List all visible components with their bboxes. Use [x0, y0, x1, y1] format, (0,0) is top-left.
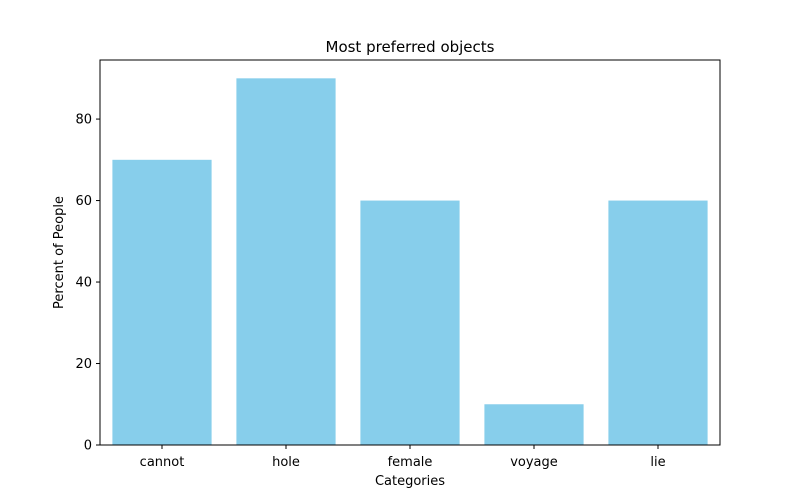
y-axis-label: Percent of People	[52, 196, 67, 309]
y-tick-label: 20	[75, 357, 92, 372]
bar-hole	[236, 78, 336, 445]
y-tick-label: 60	[75, 194, 92, 209]
x-tick-label: female	[388, 455, 433, 470]
x-tick-label: lie	[650, 455, 665, 470]
bar-lie	[608, 200, 708, 445]
y-tick-label: 80	[75, 113, 92, 128]
x-ticks-group: cannot hole female voyage lie	[140, 445, 666, 470]
bar-female	[360, 200, 460, 445]
x-tick-label: cannot	[140, 455, 185, 470]
y-tick-label: 40	[75, 276, 92, 291]
bar-cannot	[112, 159, 212, 445]
x-tick-label: voyage	[510, 455, 558, 470]
x-tick-label: hole	[272, 455, 300, 470]
plot-frame	[99, 59, 721, 446]
bar-voyage	[484, 404, 584, 445]
y-ticks-group: 0 20 40 60 80	[75, 113, 100, 454]
bars-group	[112, 78, 708, 445]
chart-title: Most preferred objects	[326, 38, 495, 56]
y-tick-label: 0	[84, 439, 92, 454]
x-axis-label: Categories	[375, 474, 445, 489]
